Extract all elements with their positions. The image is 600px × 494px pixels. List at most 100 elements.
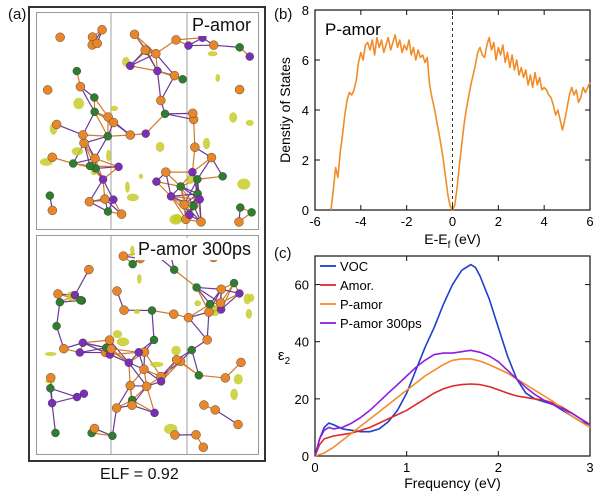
atom — [125, 380, 135, 391]
atom — [45, 191, 55, 200]
atom — [236, 203, 245, 212]
atom — [235, 289, 244, 298]
plot-frame — [314, 255, 591, 457]
elf-isosurface — [233, 373, 243, 385]
epsilon-chart: 0 1 2 3 0 20 40 60 Frequency (eV) ε2 VOC Amor. P-amo… — [278, 255, 594, 491]
atom — [141, 381, 152, 392]
series-line-3 — [314, 349, 591, 457]
atom — [156, 377, 166, 386]
atom — [210, 405, 220, 415]
structure-panel: P-amor P-amor 300ps — [28, 6, 266, 462]
dos-annotation: P-amor — [325, 20, 381, 39]
elf-isosurface — [126, 193, 139, 202]
structure-top-label: P-amor — [188, 14, 254, 36]
elf-caption: ELF = 0.92 — [100, 466, 179, 483]
bond — [151, 310, 155, 340]
atom — [147, 306, 157, 315]
elf-isosurface — [207, 51, 218, 57]
structure-top-image — [36, 12, 259, 230]
legend-label-1: Amor. — [340, 278, 374, 293]
atom — [46, 373, 56, 383]
atom — [90, 107, 99, 117]
atom — [236, 357, 246, 368]
atom — [150, 408, 159, 418]
atom — [112, 286, 122, 296]
atom — [179, 199, 189, 210]
atom — [247, 208, 256, 217]
bond — [155, 53, 176, 77]
atom — [189, 201, 198, 211]
legend-label-0: VOC — [340, 259, 368, 274]
bond — [109, 351, 139, 356]
x-tick-label: 1 — [403, 460, 410, 475]
bond — [94, 111, 109, 137]
elf-isosurface — [245, 119, 254, 127]
atom — [98, 175, 108, 184]
bond — [131, 399, 155, 414]
elf-isosurface — [71, 147, 84, 156]
atom — [75, 348, 85, 357]
atom — [156, 95, 166, 106]
atom — [128, 259, 137, 269]
bond — [128, 362, 148, 387]
atom — [53, 289, 63, 299]
atom — [59, 343, 69, 354]
atom — [220, 373, 231, 383]
atom — [90, 93, 99, 102]
structure-bottom-label: P-amor 300ps — [134, 238, 254, 260]
atom — [127, 400, 137, 410]
atom — [185, 210, 194, 220]
atom — [114, 162, 123, 171]
atom — [108, 431, 117, 441]
atom — [76, 295, 85, 305]
atom — [78, 130, 88, 140]
atom — [245, 52, 254, 61]
elf-isosurface — [194, 300, 202, 307]
atom — [199, 400, 209, 410]
atom — [169, 70, 180, 81]
elf-isosurface — [138, 173, 144, 179]
bond — [173, 269, 197, 288]
bond — [196, 286, 221, 304]
atom — [100, 194, 110, 204]
atom — [47, 398, 57, 408]
atom — [47, 205, 58, 216]
atom — [196, 217, 206, 227]
atom — [170, 430, 180, 440]
atom — [215, 298, 226, 308]
series-line-0 — [330, 34, 591, 211]
y-tick-label: 40 — [295, 335, 309, 350]
atom — [79, 389, 89, 398]
y-tick-label: 20 — [295, 392, 309, 407]
atom — [55, 298, 65, 307]
bond — [79, 86, 96, 113]
atom — [46, 384, 55, 393]
atom — [216, 284, 226, 294]
elf-isosurface — [116, 337, 130, 347]
atom — [178, 75, 187, 84]
atom — [151, 48, 161, 59]
elf-isosurface — [155, 141, 165, 152]
atom — [169, 265, 179, 274]
y-tick-label: 8 — [302, 3, 309, 18]
bond — [51, 403, 57, 434]
eps-y-label: ε2 — [278, 347, 291, 367]
bond — [134, 33, 157, 55]
elf-isosurface — [245, 308, 253, 319]
dos-chart: -6 -4 -2 0 2 4 6 0 2 4 6 8 P-amor E-Ef (eV) Denstiy of… — [277, 3, 594, 250]
atom — [176, 182, 185, 191]
atom — [149, 335, 159, 345]
structure-bottom-image — [36, 235, 259, 455]
bond — [156, 70, 162, 101]
y-tick-label: 6 — [302, 53, 309, 68]
atom — [166, 192, 176, 201]
atom — [141, 129, 150, 138]
atom — [171, 355, 182, 365]
atom — [134, 348, 143, 357]
atom — [106, 344, 116, 354]
atom — [188, 108, 198, 119]
y-tick-label: 2 — [302, 153, 309, 168]
elf-isosurface — [215, 73, 221, 82]
atom — [75, 81, 86, 92]
atom — [103, 132, 112, 141]
